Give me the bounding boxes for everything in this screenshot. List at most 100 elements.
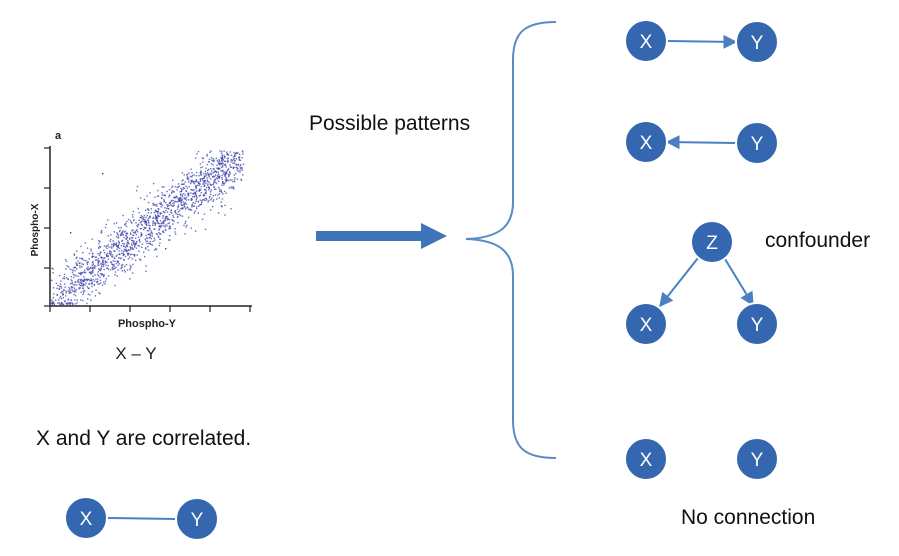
scatter-point <box>195 200 197 202</box>
scatter-y-label: Phospho-X <box>30 203 41 256</box>
scatter-point <box>165 209 167 212</box>
scatter-point <box>123 243 125 245</box>
scatter-point <box>225 166 227 168</box>
scatter-point <box>161 204 164 207</box>
scatter-point <box>188 192 190 194</box>
node-y-label: Y <box>751 134 764 155</box>
scatter-point <box>229 171 231 173</box>
scatter-point <box>207 201 209 203</box>
scatter-point <box>138 219 140 222</box>
scatter-point <box>179 191 181 193</box>
scatter-point <box>231 179 233 181</box>
scatter-point <box>99 245 101 247</box>
scatter-point <box>169 234 171 237</box>
scatter-point <box>147 219 150 222</box>
scatter-point <box>213 181 215 183</box>
scatter-point <box>229 173 231 175</box>
scatter-point <box>124 249 126 251</box>
scatter-point <box>123 236 125 239</box>
scatter-point <box>95 256 97 258</box>
scatter-point <box>184 222 186 224</box>
scatter-point <box>148 221 150 224</box>
scatter-point <box>71 302 73 304</box>
scatter-point <box>152 240 154 242</box>
scatter-point <box>118 230 121 233</box>
scatter-point <box>156 210 158 213</box>
scatter-point <box>130 248 132 250</box>
scatter-point <box>75 275 77 277</box>
scatter-point <box>90 250 92 252</box>
scatter-point <box>125 225 128 228</box>
scatter-point <box>73 287 76 289</box>
scatter-point <box>223 155 226 157</box>
scatter-point <box>156 203 158 206</box>
scatter-point <box>174 210 176 213</box>
scatter-point <box>120 245 123 247</box>
scatter-point <box>52 268 54 270</box>
scatter-point <box>207 161 210 163</box>
scatter-point <box>73 253 75 255</box>
scatter-point <box>162 231 164 233</box>
scatter-point <box>224 204 226 207</box>
scatter-point <box>208 176 210 178</box>
scatter-point <box>235 163 237 165</box>
scatter-point <box>222 169 224 172</box>
scatter-point <box>136 190 138 192</box>
scatter-point <box>150 232 152 234</box>
scatter-point <box>212 172 214 174</box>
scatter-point <box>196 184 199 186</box>
scatter-point <box>132 229 134 231</box>
scatter-point <box>118 257 120 259</box>
scatter-point <box>224 164 226 167</box>
scatter-point <box>56 287 58 290</box>
scatter-point <box>53 293 55 295</box>
node-y: Y <box>175 497 219 541</box>
scatter-point <box>127 239 129 242</box>
scatter-point <box>131 230 133 232</box>
scatter-point <box>157 221 159 223</box>
scatter-point <box>227 180 230 182</box>
scatter-point <box>121 270 124 272</box>
scatter-point <box>167 208 170 210</box>
scatter-point <box>126 250 128 253</box>
scatter-point <box>78 262 80 264</box>
scatter-point <box>91 291 93 293</box>
scatter-point <box>116 245 118 247</box>
scatter-point <box>219 176 221 179</box>
scatter-point <box>195 194 198 197</box>
scatter-point <box>93 266 95 268</box>
scatter-point <box>132 210 134 213</box>
scatter-point <box>98 254 101 257</box>
scatter-point <box>53 302 55 305</box>
scatter-point <box>201 178 204 181</box>
scatter-point <box>222 193 224 195</box>
scatter-point <box>118 241 120 244</box>
scatter-point <box>221 206 223 208</box>
scatter-point <box>135 247 138 249</box>
scatter-point <box>168 227 170 229</box>
scatter-point <box>87 293 89 295</box>
scatter-point <box>221 156 224 158</box>
scatter-point <box>92 271 94 273</box>
scatter-point <box>98 292 100 294</box>
scatter-point <box>118 263 120 265</box>
scatter-point <box>209 193 212 195</box>
scatter-point <box>83 272 86 274</box>
scatter-point <box>222 159 224 162</box>
scatter-point <box>59 303 61 305</box>
scatter-point <box>158 232 160 234</box>
scatter-point <box>121 231 123 234</box>
scatter-point <box>88 252 91 255</box>
no-connection-label: No connection <box>681 506 816 529</box>
correlated-label: X and Y are correlated. <box>36 427 252 450</box>
scatter-point <box>235 166 237 169</box>
scatter-point <box>97 261 100 263</box>
scatter-point <box>140 215 142 217</box>
scatter-point <box>117 237 119 239</box>
scatter-point <box>74 294 77 297</box>
scatter-point <box>129 249 131 251</box>
scatter-point <box>166 219 169 221</box>
scatter-point <box>154 217 156 220</box>
scatter-point <box>134 232 136 234</box>
scatter-point <box>92 275 94 277</box>
